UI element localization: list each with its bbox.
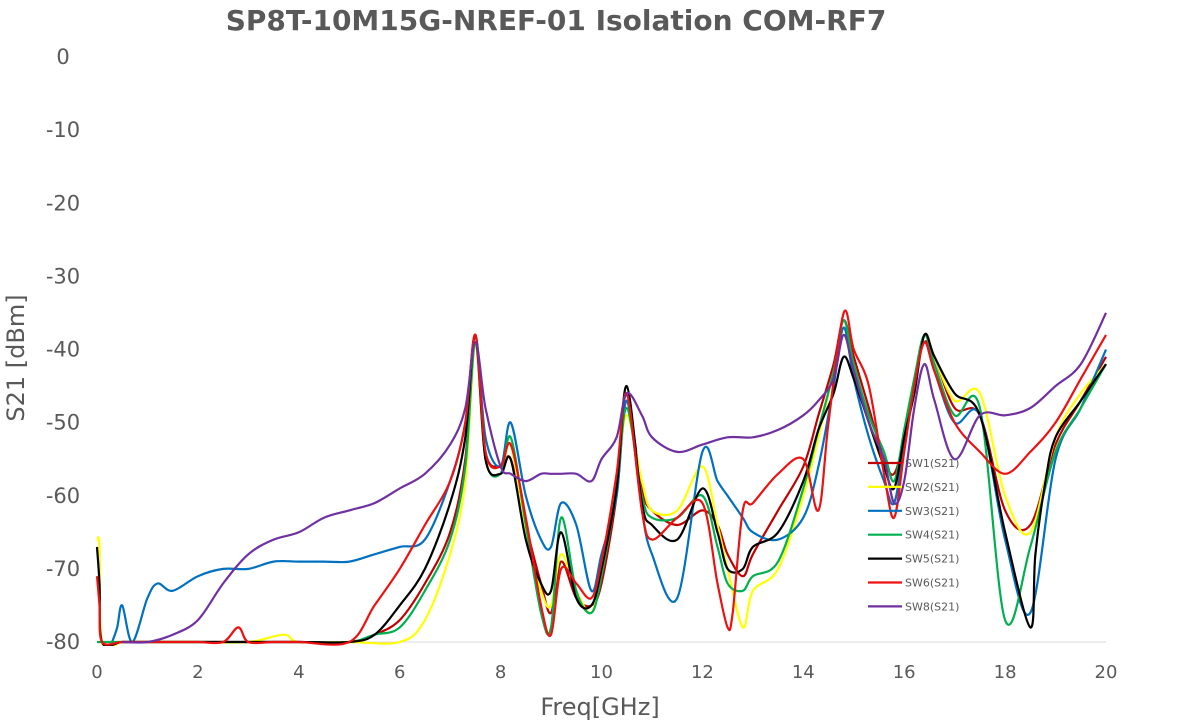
series-layer: [95, 309, 1108, 646]
x-tick-label: 2: [192, 662, 203, 683]
y-axis-label: S21 [dBm]: [2, 294, 30, 421]
x-tick-label: 10: [590, 662, 613, 683]
series-line: [95, 309, 1107, 646]
legend-label: SW1(S21): [905, 457, 959, 470]
legend-label: SW3(S21): [905, 505, 959, 518]
x-axis-label: Freq[GHz]: [540, 693, 659, 721]
y-tick-label: -20: [46, 191, 80, 215]
legend-label: SW2(S21): [905, 481, 959, 494]
x-tick-label: 12: [691, 662, 714, 683]
x-tick-label: 8: [495, 662, 506, 683]
x-axis-ticks: 0 2 4 6 8 10 12 14 16 18 20: [91, 662, 1117, 683]
x-tick-label: 20: [1095, 662, 1118, 683]
y-tick-label: -50: [46, 411, 80, 435]
y-tick-label: -40: [46, 338, 80, 362]
y-tick-label: -30: [46, 264, 80, 288]
series-line: [122, 312, 1107, 644]
legend-label: SW8(S21): [905, 600, 959, 613]
y-tick-label: -10: [46, 118, 80, 142]
x-tick-label: 6: [394, 662, 405, 683]
legend-label: SW6(S21): [905, 577, 959, 590]
y-axis-ticks: 0 -10 -20 -30 -40 -50 -60 -70 -80: [46, 45, 80, 654]
y-tick-label: -60: [46, 484, 80, 508]
legend: SW1(S21) SW2(S21) SW3(S21) SW4(S21) SW5(S21)…: [868, 457, 959, 613]
x-tick-label: 14: [792, 662, 815, 683]
legend-label: SW4(S21): [905, 529, 959, 542]
legend-label: SW5(S21): [905, 553, 959, 566]
chart-title: SP8T-10M15G-NREF-01 Isolation COM-RF7: [226, 4, 887, 37]
y-tick-label: 0: [56, 45, 69, 69]
x-tick-label: 18: [994, 662, 1017, 683]
y-tick-label: -80: [46, 630, 80, 654]
x-tick-label: 16: [893, 662, 916, 683]
y-tick-label: -70: [46, 557, 80, 581]
x-tick-label: 4: [293, 662, 304, 683]
x-tick-label: 0: [91, 662, 102, 683]
series-line: [95, 332, 1107, 646]
